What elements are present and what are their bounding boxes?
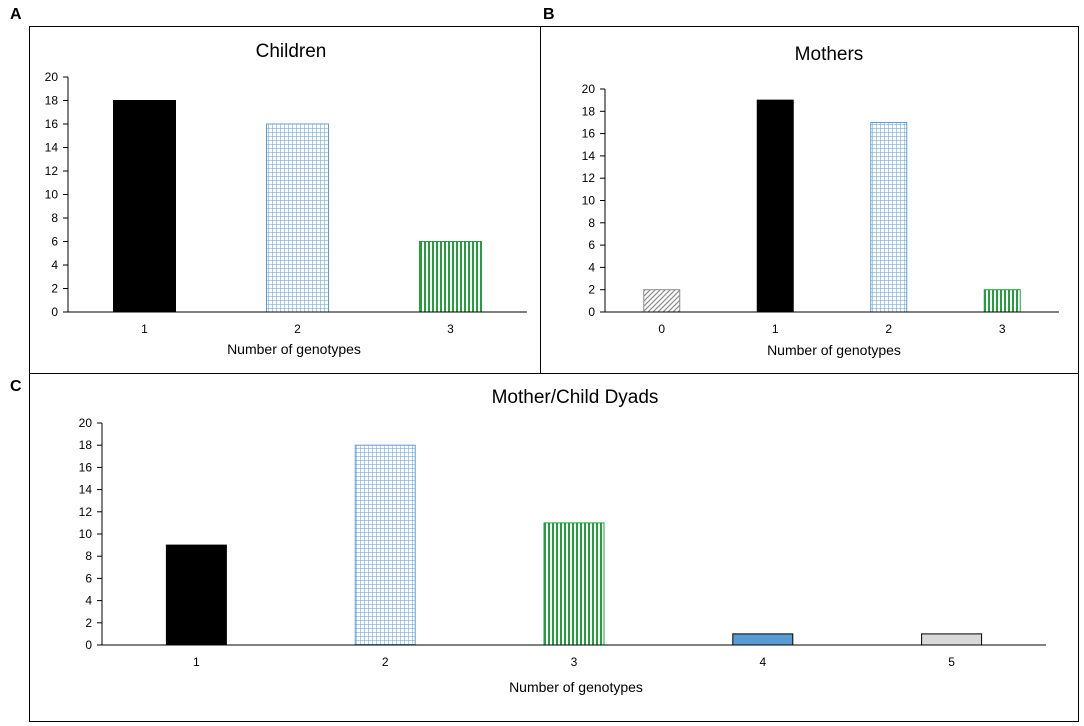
- y-tick-label: 20: [79, 416, 93, 430]
- bar-2: [354, 444, 416, 646]
- bar-2: [266, 123, 329, 313]
- y-tick-label: 16: [79, 460, 93, 474]
- y-tick-label: 14: [79, 483, 93, 497]
- bar-4: [732, 633, 794, 646]
- y-tick-label: 16: [45, 117, 59, 131]
- y-tick-label: 6: [51, 235, 58, 249]
- x-axis-label: Number of genotypes: [767, 342, 901, 358]
- y-tick-label: 10: [45, 188, 59, 202]
- bar-1: [165, 544, 227, 646]
- y-tick-label: 0: [588, 305, 595, 319]
- x-axis-label: Number of genotypes: [509, 679, 643, 695]
- x-tick-label: 2: [382, 655, 389, 669]
- x-tick-label: 2: [294, 322, 301, 336]
- x-tick-label: 3: [447, 322, 454, 336]
- y-tick-label: 20: [45, 70, 59, 84]
- y-tick-label: 8: [51, 211, 58, 225]
- y-tick-label: 8: [85, 549, 92, 563]
- x-tick-label: 1: [193, 655, 200, 669]
- y-tick-label: 2: [85, 616, 92, 630]
- x-tick-label: 1: [141, 322, 148, 336]
- y-tick-label: 10: [582, 194, 596, 208]
- x-tick-label: 5: [948, 655, 955, 669]
- y-tick-label: 14: [45, 141, 59, 155]
- x-tick-label: 1: [772, 322, 779, 336]
- y-tick-label: 18: [582, 104, 596, 118]
- bar-1: [113, 100, 176, 313]
- bar-1: [756, 99, 794, 313]
- y-tick-label: 4: [51, 258, 58, 272]
- y-tick-label: 0: [85, 638, 92, 652]
- chart-title: Children: [256, 41, 327, 62]
- y-tick-label: 18: [79, 438, 93, 452]
- bar-2: [870, 121, 908, 313]
- y-tick-label: 6: [588, 238, 595, 252]
- panel-label-b: B: [543, 6, 555, 23]
- y-tick-label: 4: [588, 260, 595, 274]
- bar-3: [983, 289, 1021, 313]
- panel-label-c: C: [10, 378, 22, 395]
- y-tick-label: 0: [51, 305, 58, 319]
- x-tick-label: 0: [658, 322, 665, 336]
- y-tick-label: 16: [582, 127, 596, 141]
- x-tick-label: 4: [759, 655, 766, 669]
- y-tick-label: 6: [85, 571, 92, 585]
- y-tick-label: 4: [85, 594, 92, 608]
- x-tick-label: 3: [571, 655, 578, 669]
- bar-3: [419, 241, 482, 313]
- y-tick-label: 18: [45, 94, 59, 108]
- y-tick-label: 20: [582, 82, 596, 96]
- bar-0: [643, 289, 681, 313]
- y-tick-label: 8: [588, 216, 595, 230]
- chart-title: Mother/Child Dyads: [492, 387, 659, 408]
- y-tick-label: 2: [588, 283, 595, 297]
- y-tick-label: 12: [582, 171, 596, 185]
- y-tick-label: 2: [51, 282, 58, 296]
- panel-b-frame: [540, 26, 1079, 374]
- x-tick-label: 2: [885, 322, 892, 336]
- x-axis-label: Number of genotypes: [227, 341, 361, 357]
- x-tick-label: 3: [999, 322, 1006, 336]
- bar-5: [921, 633, 983, 646]
- y-tick-label: 12: [79, 505, 93, 519]
- bar-3: [543, 522, 605, 646]
- chart-title: Mothers: [795, 44, 864, 65]
- y-tick-label: 12: [45, 164, 59, 178]
- y-tick-label: 10: [79, 527, 93, 541]
- panel-label-a: A: [10, 6, 22, 23]
- y-tick-label: 14: [582, 149, 596, 163]
